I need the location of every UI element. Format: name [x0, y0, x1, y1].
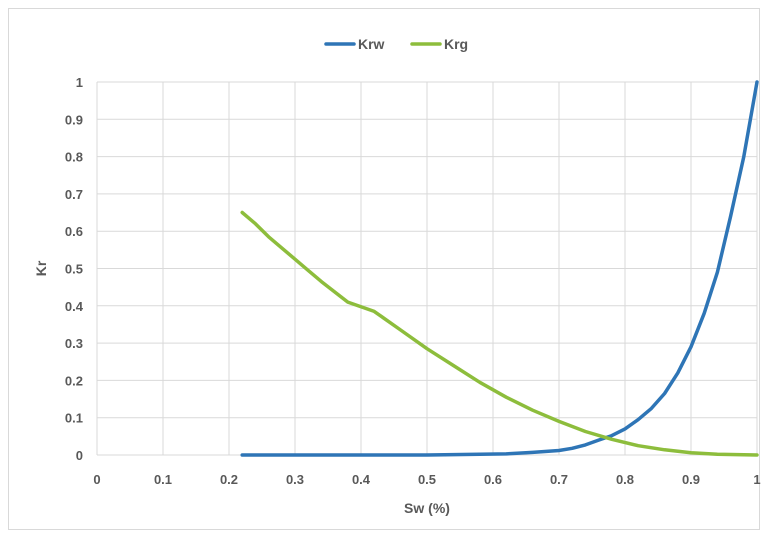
- x-tick-label: 0.8: [616, 472, 634, 487]
- y-tick-label: 0.7: [65, 187, 83, 202]
- x-axis-ticks: 0 0.1 0.2 0.3 0.4 0.5 0.6 0.7 0.8 0.9 1: [93, 472, 760, 487]
- x-tick-label: 0.9: [682, 472, 700, 487]
- y-tick-label: 0.4: [65, 299, 84, 314]
- x-tick-label: 0.1: [154, 472, 172, 487]
- x-tick-label: 0.4: [352, 472, 371, 487]
- x-tick-label: 1: [753, 472, 760, 487]
- x-axis-title: Sw (%): [404, 500, 450, 516]
- y-axis-ticks: 0 0.1 0.2 0.3 0.4 0.5 0.6 0.7 0.8 0.9 1: [65, 75, 84, 463]
- y-tick-label: 0.6: [65, 224, 83, 239]
- y-axis-title: Kr: [33, 260, 49, 276]
- y-tick-label: 0.5: [65, 262, 83, 277]
- x-tick-label: 0: [93, 472, 100, 487]
- series-line-krw: [240, 80, 759, 457]
- x-tick-label: 0.2: [220, 472, 238, 487]
- y-tick-label: 0.2: [65, 373, 83, 388]
- x-tick-label: 0.7: [550, 472, 568, 487]
- y-tick-label: 0.3: [65, 336, 83, 351]
- y-tick-label: 1: [76, 75, 83, 90]
- x-tick-label: 0.6: [484, 472, 502, 487]
- y-tick-label: 0.8: [65, 150, 83, 165]
- y-tick-label: 0.9: [65, 112, 83, 127]
- grid: [96, 81, 758, 456]
- x-tick-label: 0.3: [286, 472, 304, 487]
- series-line-krg: [240, 210, 759, 457]
- legend-label-krw: Krw: [358, 36, 385, 52]
- legend-label-krg: Krg: [444, 36, 468, 52]
- y-tick-label: 0.1: [65, 411, 83, 426]
- series-layer: [240, 80, 759, 457]
- legend: Krw Krg: [324, 36, 468, 52]
- x-tick-label: 0.5: [418, 472, 436, 487]
- y-tick-label: 0: [76, 448, 83, 463]
